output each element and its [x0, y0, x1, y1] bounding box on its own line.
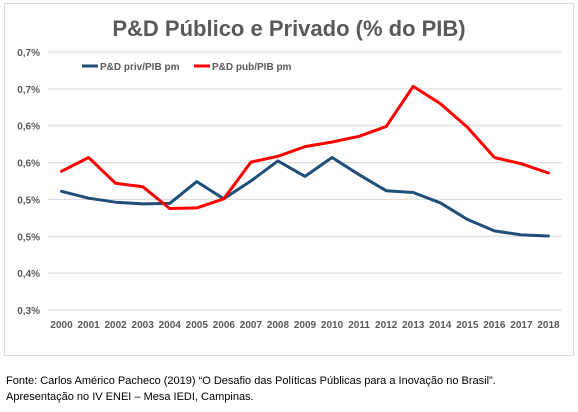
- legend-label: P&D pub/PIB pm: [212, 62, 292, 73]
- gridlines: [48, 51, 562, 311]
- x-axis-tick-labels: 2000 2001 2002 2003 2004 2005 2006 2007 2008 2009…: [50, 320, 560, 331]
- x-tick-label: 2001: [77, 320, 100, 331]
- x-tick-label: 2008: [267, 320, 290, 331]
- source-caption: Fonte: Carlos Américo Pacheco (2019) “O …: [6, 373, 576, 405]
- y-tick-label: 0,7%: [17, 48, 40, 59]
- y-axis-tick-labels: 0,3% 0,4% 0,5% 0,5% 0,6% 0,6% 0,7% 0,7%: [17, 48, 40, 317]
- chart-frame: [4, 3, 574, 356]
- y-tick-label: 0,6%: [17, 159, 40, 170]
- x-tick-label: 2003: [132, 320, 155, 331]
- series-line-2: [60, 84, 550, 210]
- legend-label: P&D priv/PIB pm: [100, 62, 180, 73]
- series-lines: [60, 84, 550, 238]
- x-tick-label: 2016: [483, 320, 506, 331]
- legend: P&D priv/PIB pm P&D pub/PIB pm: [82, 62, 292, 73]
- x-tick-label: 2011: [348, 320, 370, 331]
- caption-line-2: Apresentação no IV ENEI – Mesa IEDI, Cam…: [6, 391, 254, 403]
- x-tick-label: 2007: [240, 320, 263, 331]
- y-tick-label: 0,4%: [17, 269, 40, 280]
- x-tick-label: 2013: [402, 320, 425, 331]
- x-tick-label: 2012: [375, 320, 398, 331]
- y-tick-label: 0,6%: [17, 122, 40, 133]
- x-tick-label: 2005: [186, 320, 209, 331]
- x-tick-label: 2014: [429, 320, 452, 331]
- y-tick-label: 0,3%: [17, 306, 40, 317]
- x-tick-label: 2006: [213, 320, 236, 331]
- caption-line-1: Fonte: Carlos Américo Pacheco (2019) “O …: [6, 375, 496, 387]
- x-tick-label: 2004: [159, 320, 182, 331]
- y-tick-label: 0,7%: [17, 85, 40, 96]
- x-tick-label: 2017: [510, 320, 533, 331]
- x-tick-label: 2018: [537, 320, 560, 331]
- x-tick-label: 2015: [456, 320, 479, 331]
- y-tick-label: 0,5%: [17, 232, 40, 243]
- y-tick-label: 0,5%: [17, 195, 40, 206]
- chart-title: P&D Público e Privado (% do PIB): [112, 16, 465, 41]
- line-chart: P&D Público e Privado (% do PIB) 0,3% 0,4…: [17, 16, 562, 331]
- x-tick-label: 2000: [50, 320, 73, 331]
- x-tick-label: 2009: [294, 320, 317, 331]
- x-tick-label: 2002: [105, 320, 128, 331]
- x-tick-label: 2010: [321, 320, 344, 331]
- series-line-1: [60, 156, 550, 238]
